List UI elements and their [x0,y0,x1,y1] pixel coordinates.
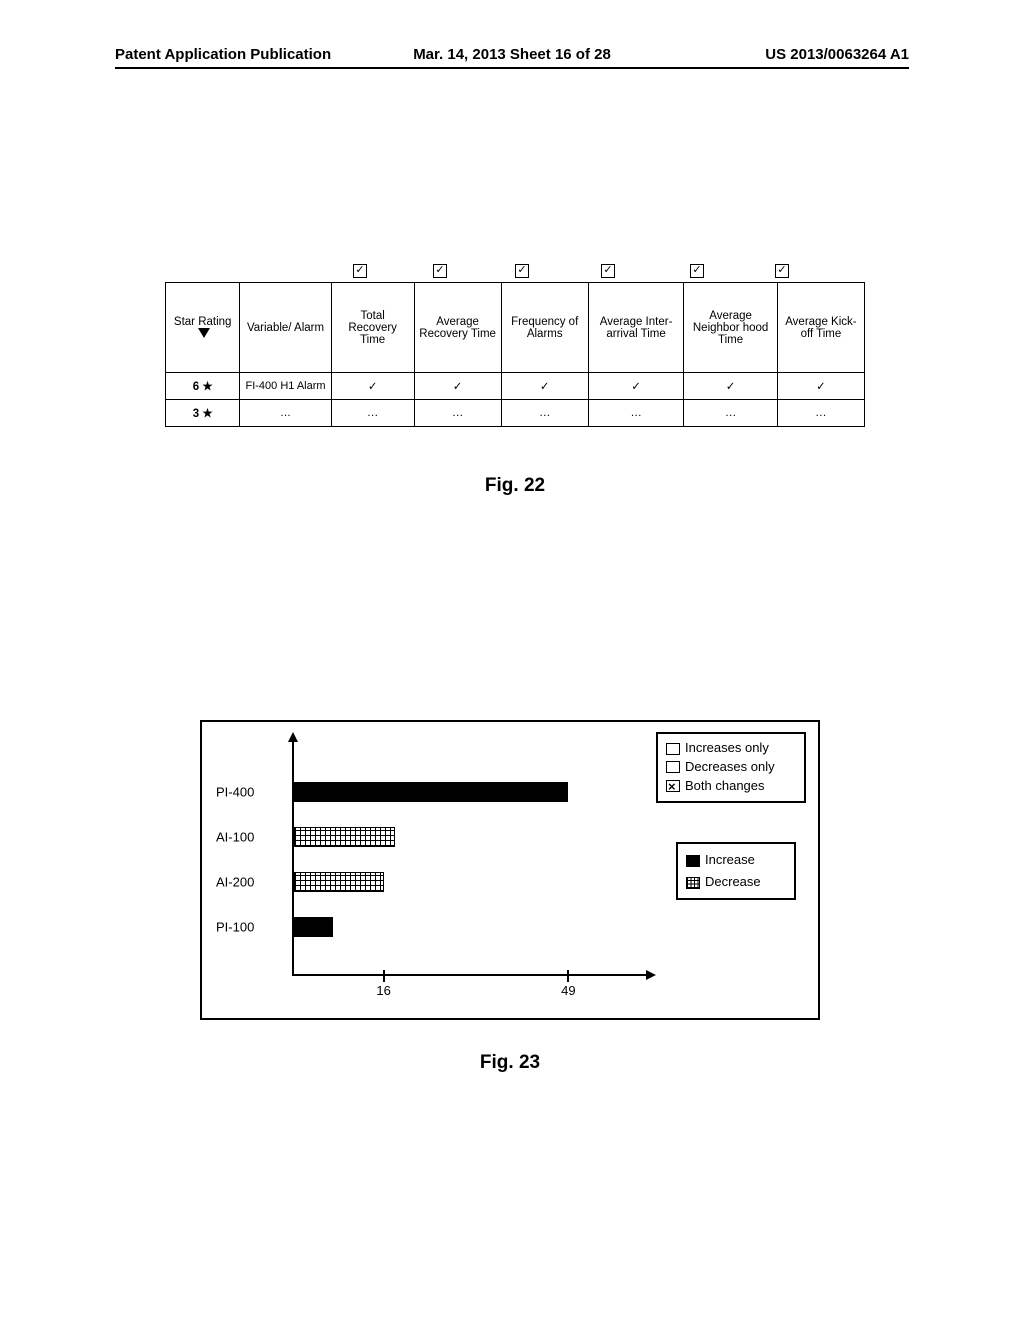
legend-item: Decreases only [666,758,796,777]
figure-22: ✓✓✓✓✓✓ Star RatingVariable/ AlarmTotal R… [165,260,865,497]
x-tick-label: 49 [561,983,575,998]
table-header-cell: Total Recovery Time [331,283,414,373]
legend-swatch-icon [686,877,700,889]
bar-ai-100 [294,827,395,847]
legend-swatch-icon [666,743,680,755]
figure-23-caption: Fig. 23 [200,1052,820,1074]
sort-down-icon[interactable] [198,328,210,338]
column-checkbox-row: ✓ ✓ ✓ ✓ ✓ ✓ [165,260,865,278]
table-row: 6 ★FI-400 H1 Alarm✓✓✓✓✓✓ [166,373,865,400]
figure-22-caption: Fig. 22 [165,475,865,497]
header-left: Patent Application Publication [115,46,331,63]
legend-item: Decrease [686,871,786,893]
column-checkbox: ✓ [563,260,653,278]
checkbox-icon[interactable]: ✓ [515,264,529,278]
table-header-row: Star RatingVariable/ AlarmTotal Recovery… [166,283,865,373]
table-row: 3 ★………………… [166,400,865,427]
header-mid: Mar. 14, 2013 Sheet 16 of 28 [413,46,611,63]
metric-cell: … [684,400,777,427]
x-tick-label: 16 [376,983,390,998]
legend-label: Both changes [685,778,765,793]
x-tick-mark [567,970,569,982]
table-header-cell: Average Inter-arrival Time [588,283,684,373]
column-checkbox [165,260,235,278]
metric-cell: ✓ [501,373,588,400]
y-axis [292,740,294,976]
metric-cell: … [777,400,864,427]
legend-label: Increases only [685,740,769,755]
metric-cell: … [588,400,684,427]
metric-cell: ✓ [331,373,414,400]
checkbox-icon[interactable]: ✓ [690,264,704,278]
legend-label: Increase [705,852,755,867]
table-header-cell: Average Kick-off Time [777,283,864,373]
table-header-cell: Frequency of Alarms [501,283,588,373]
legend-label: Decrease [705,874,761,889]
metric-cell: ✓ [684,373,777,400]
page-header: Patent Application Publication Mar. 14, … [115,46,909,69]
y-axis-label: AI-100 [216,830,254,845]
y-axis-label: AI-200 [216,875,254,890]
column-checkbox: ✓ [321,260,399,278]
column-checkbox: ✓ [741,260,823,278]
metric-cell: ✓ [414,373,501,400]
legend-item: Both changes [666,777,796,796]
column-checkbox [235,260,321,278]
star-icon: ★ [202,381,212,393]
y-axis-label: PI-100 [216,920,254,935]
metric-cell: … [331,400,414,427]
checkbox-icon[interactable]: ✓ [775,264,789,278]
y-axis-label: PI-400 [216,785,254,800]
column-checkbox: ✓ [399,260,481,278]
x-tick-mark [383,970,385,982]
variable-alarm-cell: … [240,400,331,427]
checkbox-icon[interactable]: ✓ [433,264,447,278]
bar-chart: PI-400 AI-100 AI-200 PI-100 16 49 Increases … [200,720,820,1020]
bar-pi-400 [294,782,568,802]
legend-label: Decreases only [685,759,775,774]
table-header-cell: Average Recovery Time [414,283,501,373]
metric-cell: … [501,400,588,427]
legend-swatch-icon [666,780,680,792]
legend-item: Increases only [666,739,796,758]
figure-23: PI-400 AI-100 AI-200 PI-100 16 49 Increases … [200,720,820,1074]
metric-cell: ✓ [588,373,684,400]
star-rating-table: Star RatingVariable/ AlarmTotal Recovery… [165,282,865,427]
metric-cell: … [414,400,501,427]
star-icon: ★ [202,408,212,420]
x-axis [292,974,648,976]
legend-item: Increase [686,849,786,871]
legend-swatch-icon [666,761,680,773]
header-right: US 2013/0063264 A1 [765,46,909,63]
metric-cell: ✓ [777,373,864,400]
table-header-cell: Star Rating [166,283,240,373]
table-header-cell: Variable/ Alarm [240,283,331,373]
legend-change-type: Increases only Decreases only Both changes [656,732,806,803]
table-header-cell: Average Neighbor hood Time [684,283,777,373]
checkbox-icon[interactable]: ✓ [601,264,615,278]
column-checkbox: ✓ [481,260,563,278]
star-rating-cell: 3 ★ [166,400,240,427]
column-checkbox: ✓ [653,260,741,278]
star-rating-cell: 6 ★ [166,373,240,400]
legend-swatch-icon [686,855,700,867]
legend-direction: Increase Decrease [676,842,796,900]
bar-pi-100 [294,917,333,937]
variable-alarm-cell: FI-400 H1 Alarm [240,373,331,400]
bar-ai-200 [294,872,384,892]
checkbox-icon[interactable]: ✓ [353,264,367,278]
